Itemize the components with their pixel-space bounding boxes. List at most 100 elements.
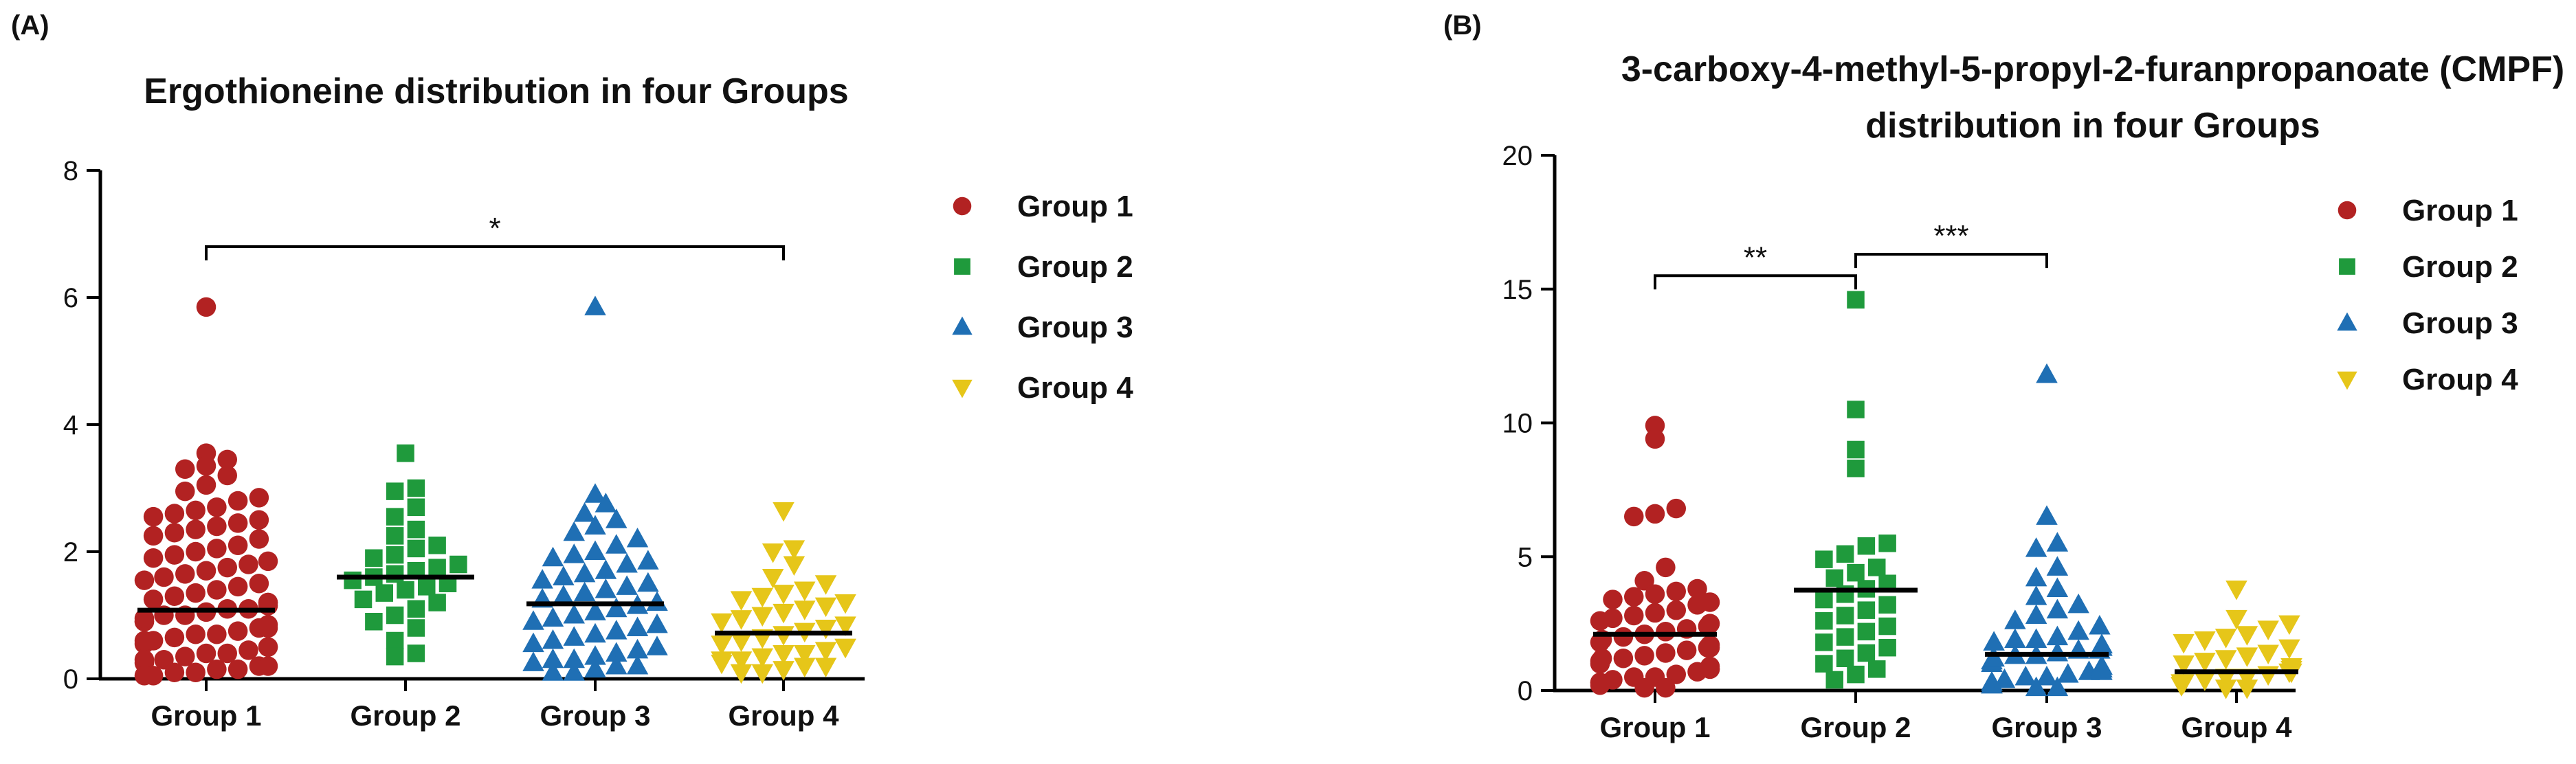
legend-marker — [952, 316, 973, 335]
data-point-group-4 — [2194, 631, 2216, 651]
data-point-group-4 — [2257, 666, 2279, 686]
data-point-group-3 — [522, 632, 544, 653]
data-point-group-4 — [2173, 674, 2195, 694]
legend-label: Group 4 — [1017, 371, 1133, 405]
data-point-group-3 — [563, 543, 585, 563]
data-point-group-1 — [1700, 592, 1720, 612]
data-point-group-1 — [207, 539, 227, 559]
data-point-group-3 — [563, 604, 585, 624]
data-point-group-3 — [542, 661, 564, 681]
data-point-group-4 — [2194, 671, 2216, 691]
y-tick-label: 10 — [1502, 409, 1533, 439]
legend-marker — [2338, 201, 2357, 220]
data-point-group-2 — [1825, 671, 1843, 689]
data-point-group-4 — [814, 597, 837, 618]
data-point-group-1 — [1700, 656, 1720, 677]
data-point-group-3 — [606, 620, 628, 640]
data-point-group-1 — [1700, 614, 1720, 633]
data-point-group-3 — [2067, 620, 2089, 640]
data-point-group-1 — [249, 574, 269, 594]
data-point-group-1 — [207, 497, 227, 517]
significance-bracket — [1854, 253, 2048, 269]
data-point-group-2 — [428, 594, 446, 611]
data-point-group-3 — [542, 629, 564, 649]
data-point-group-4 — [773, 645, 795, 665]
data-point-group-1 — [207, 625, 227, 644]
data-point-group-2 — [407, 619, 425, 637]
data-point-group-3 — [606, 655, 628, 675]
panel-label: (B) — [1443, 10, 1482, 41]
data-point-group-4 — [773, 585, 795, 605]
data-point-group-1 — [217, 557, 237, 578]
data-point-group-4 — [711, 651, 733, 671]
x-tick-label: Group 3 — [540, 699, 650, 732]
data-point-group-1 — [227, 513, 248, 533]
data-point-group-1 — [1613, 627, 1634, 647]
data-point-group-1 — [196, 475, 216, 495]
data-point-group-3 — [2036, 666, 2058, 686]
data-point-group-2 — [1836, 545, 1854, 563]
data-point-group-1 — [1666, 498, 1686, 519]
data-point-group-1 — [207, 516, 227, 537]
data-point-group-1 — [1656, 677, 1676, 698]
data-point-group-3 — [606, 642, 628, 662]
data-point-group-1 — [186, 541, 206, 562]
data-point-group-1 — [1634, 646, 1654, 666]
data-point-group-4 — [773, 502, 795, 522]
data-point-group-1 — [1645, 603, 1665, 623]
data-point-group-4 — [2214, 650, 2237, 670]
data-point-group-3 — [563, 661, 585, 681]
y-tick-label: 2 — [63, 537, 78, 568]
data-point-group-1 — [1634, 571, 1654, 591]
data-point-group-3 — [2091, 633, 2113, 653]
data-point-group-4 — [711, 613, 733, 633]
data-point-group-1 — [238, 640, 258, 660]
data-point-group-1 — [1656, 622, 1676, 642]
data-point-group-4 — [2257, 644, 2279, 664]
data-point-group-1 — [186, 662, 206, 682]
data-point-group-2 — [354, 590, 373, 609]
data-point-group-3 — [646, 613, 668, 633]
data-point-group-4 — [2194, 653, 2216, 673]
data-point-group-2 — [365, 613, 383, 631]
data-point-group-3 — [2046, 598, 2069, 619]
data-point-group-3 — [522, 610, 544, 630]
data-point-group-3 — [563, 521, 585, 541]
data-point-group-1 — [207, 659, 227, 679]
data-point-group-3 — [584, 295, 606, 315]
data-point-group-1 — [196, 561, 216, 581]
data-point-group-4 — [751, 587, 773, 608]
significance-bracket — [205, 245, 785, 260]
x-tick-label: Group 2 — [1800, 711, 1911, 743]
data-point-group-3 — [595, 578, 617, 598]
data-point-group-1 — [1603, 670, 1623, 690]
data-point-group-3 — [2046, 532, 2069, 552]
data-point-group-2 — [1836, 628, 1854, 646]
data-point-group-2 — [428, 537, 446, 554]
data-point-group-1 — [207, 580, 227, 600]
data-point-group-1 — [1687, 578, 1707, 599]
data-point-group-3 — [637, 550, 659, 570]
data-point-group-2 — [375, 584, 393, 602]
legend-marker — [2339, 258, 2355, 275]
data-point-group-1 — [164, 523, 185, 543]
data-point-group-1 — [217, 449, 237, 470]
data-point-group-1 — [1666, 600, 1686, 620]
legend-marker — [2337, 312, 2357, 331]
data-point-group-2 — [1847, 291, 1865, 309]
data-point-group-1 — [1656, 557, 1676, 578]
data-point-group-1 — [1666, 664, 1686, 684]
data-point-group-1 — [143, 666, 164, 686]
data-point-group-2 — [386, 631, 404, 650]
data-point-group-1 — [164, 586, 185, 606]
data-point-group-3 — [2025, 585, 2047, 605]
data-point-group-3 — [573, 581, 596, 602]
data-point-group-1 — [164, 662, 185, 682]
data-point-group-4 — [2225, 609, 2247, 630]
significance-label: ** — [1744, 240, 1767, 274]
data-point-group-3 — [2025, 537, 2047, 557]
data-point-group-1 — [1666, 581, 1686, 602]
data-point-group-3 — [2057, 663, 2079, 683]
data-point-group-3 — [2046, 625, 2069, 646]
